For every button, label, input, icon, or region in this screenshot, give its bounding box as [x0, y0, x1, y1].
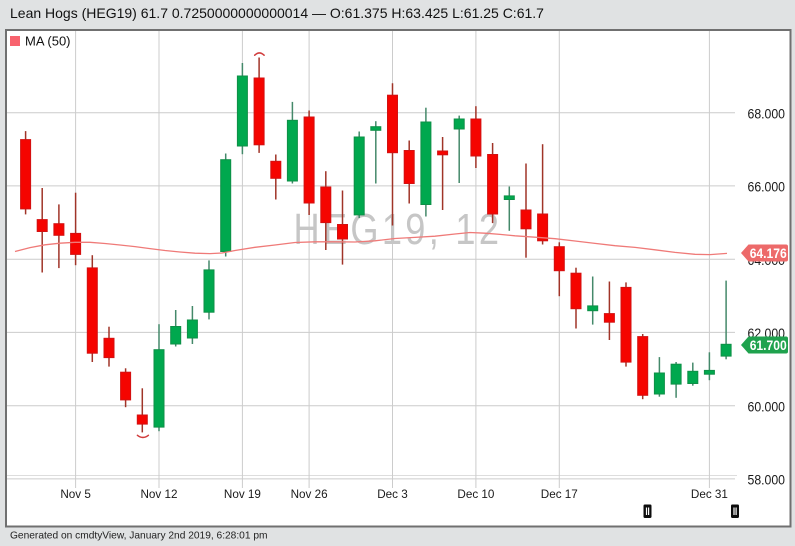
svg-text:Nov 26: Nov 26	[291, 488, 328, 501]
svg-text:MA (50): MA (50)	[25, 34, 71, 49]
svg-text:Dec 3: Dec 3	[377, 488, 408, 501]
svg-text:60.000: 60.000	[748, 399, 786, 414]
svg-text:Dec 17: Dec 17	[541, 488, 578, 501]
svg-text:Nov 19: Nov 19	[224, 488, 261, 501]
svg-text:66.000: 66.000	[748, 180, 786, 195]
svg-text:Nov 12: Nov 12	[140, 488, 177, 501]
svg-text:64.176: 64.176	[750, 246, 787, 261]
svg-text:Generated on cmdtyView, Januar: Generated on cmdtyView, January 2nd 2019…	[10, 531, 268, 542]
svg-text:61.700: 61.700	[750, 338, 787, 353]
svg-text:Dec 10: Dec 10	[457, 488, 495, 501]
svg-text:68.000: 68.000	[748, 106, 786, 121]
svg-text:Lean Hogs (HEG19) 61.7 0.72500: Lean Hogs (HEG19) 61.7 0.725000000000001…	[10, 5, 544, 21]
svg-text:58.000: 58.000	[748, 473, 786, 488]
svg-text:Dec 31: Dec 31	[691, 488, 728, 501]
svg-text:Nov 5: Nov 5	[60, 488, 91, 501]
